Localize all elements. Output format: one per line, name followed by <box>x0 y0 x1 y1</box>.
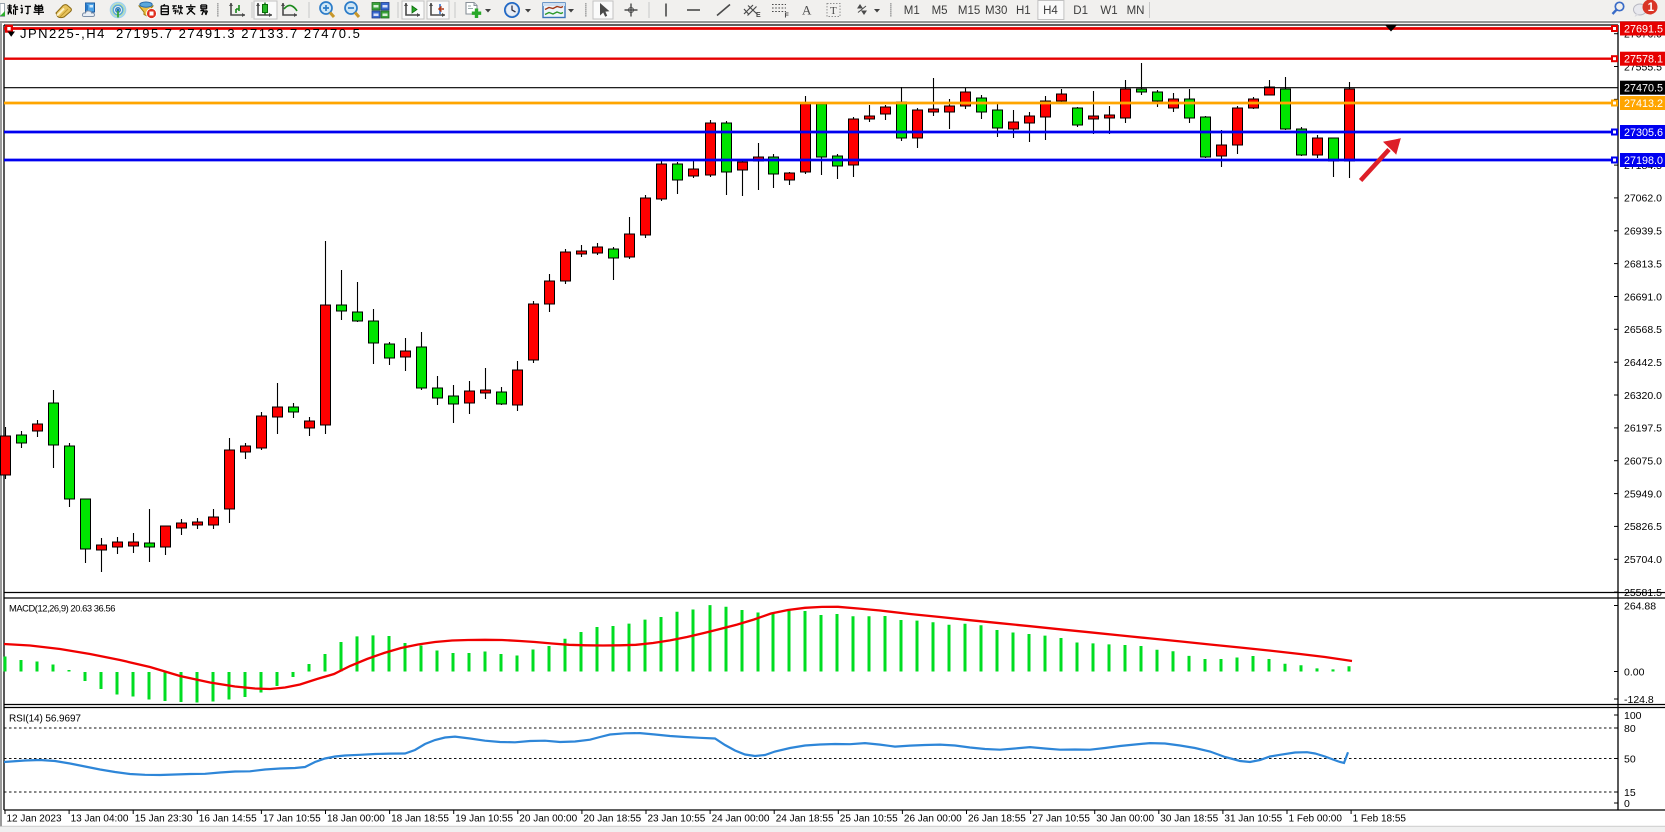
svg-text:25704.0: 25704.0 <box>1624 554 1662 566</box>
svg-text:MACD(12,26,9) 20.63 36.56: MACD(12,26,9) 20.63 36.56 <box>9 603 115 614</box>
svg-text:26691.0: 26691.0 <box>1624 291 1662 303</box>
svg-text:25581.5: 25581.5 <box>1624 587 1662 599</box>
svg-text:20 Jan 00:00: 20 Jan 00:00 <box>519 814 577 825</box>
svg-text:26568.5: 26568.5 <box>1624 324 1662 336</box>
svg-text:1 Feb 00:00: 1 Feb 00:00 <box>1289 814 1343 825</box>
svg-text:W1: W1 <box>1100 5 1117 17</box>
svg-text:0.00: 0.00 <box>1624 666 1645 678</box>
svg-text:26 Jan 00:00: 26 Jan 00:00 <box>904 814 962 825</box>
svg-text:24 Jan 00:00: 24 Jan 00:00 <box>712 814 770 825</box>
svg-text:264.88: 264.88 <box>1624 600 1656 612</box>
svg-text:30 Jan 00:00: 30 Jan 00:00 <box>1096 814 1154 825</box>
svg-text:M15: M15 <box>958 5 980 17</box>
svg-text:1 Feb 18:55: 1 Feb 18:55 <box>1353 814 1407 825</box>
svg-text:D1: D1 <box>1073 5 1088 17</box>
svg-text:50: 50 <box>1624 753 1636 765</box>
svg-text:M30: M30 <box>985 5 1007 17</box>
svg-text:25949.0: 25949.0 <box>1624 488 1662 500</box>
svg-text:26442.5: 26442.5 <box>1624 357 1662 369</box>
svg-text:JPN225-,H4 27195.7 27491.3 27: JPN225-,H4 27195.7 27491.3 27133.7 27470… <box>20 26 361 41</box>
svg-text:T: T <box>830 5 837 17</box>
svg-text:27305.6: 27305.6 <box>1624 127 1663 139</box>
svg-text:27062.0: 27062.0 <box>1624 193 1662 205</box>
svg-text:0: 0 <box>1624 798 1630 810</box>
svg-text:E: E <box>756 12 761 19</box>
svg-text:26197.5: 26197.5 <box>1624 423 1662 435</box>
svg-text:25 Jan 10:55: 25 Jan 10:55 <box>840 814 898 825</box>
svg-text:23 Jan 10:55: 23 Jan 10:55 <box>648 814 706 825</box>
svg-text:19 Jan 10:55: 19 Jan 10:55 <box>455 814 513 825</box>
svg-text:25826.5: 25826.5 <box>1624 521 1662 533</box>
svg-text:16 Jan 14:55: 16 Jan 14:55 <box>199 814 257 825</box>
svg-text:27198.0: 27198.0 <box>1624 155 1663 167</box>
svg-text:26939.5: 26939.5 <box>1624 226 1662 238</box>
svg-text:31 Jan 10:55: 31 Jan 10:55 <box>1224 814 1282 825</box>
svg-text:H1: H1 <box>1016 5 1031 17</box>
svg-text:26320.0: 26320.0 <box>1624 390 1662 402</box>
svg-text:20 Jan 18:55: 20 Jan 18:55 <box>583 814 641 825</box>
svg-text:15: 15 <box>1624 787 1636 799</box>
svg-text:100: 100 <box>1624 710 1642 722</box>
svg-text:13 Jan 04:00: 13 Jan 04:00 <box>71 814 129 825</box>
svg-text:12 Jan 2023: 12 Jan 2023 <box>7 814 62 825</box>
svg-text:H4: H4 <box>1043 5 1058 17</box>
svg-text:27 Jan 10:55: 27 Jan 10:55 <box>1032 814 1090 825</box>
svg-text:27413.2: 27413.2 <box>1624 98 1663 110</box>
svg-text:A: A <box>802 3 812 18</box>
svg-text:18 Jan 00:00: 18 Jan 00:00 <box>327 814 385 825</box>
svg-text:18 Jan 18:55: 18 Jan 18:55 <box>391 814 449 825</box>
svg-text:26075.0: 26075.0 <box>1624 456 1662 468</box>
svg-text:80: 80 <box>1624 723 1636 735</box>
svg-text:24 Jan 18:55: 24 Jan 18:55 <box>776 814 834 825</box>
svg-text:26 Jan 18:55: 26 Jan 18:55 <box>968 814 1026 825</box>
svg-text:RSI(14) 56.9697: RSI(14) 56.9697 <box>9 714 81 725</box>
svg-text:M5: M5 <box>932 5 948 17</box>
svg-text:15 Jan 23:30: 15 Jan 23:30 <box>135 814 193 825</box>
svg-text:MN: MN <box>1127 5 1145 17</box>
svg-text:27691.5: 27691.5 <box>1624 23 1663 35</box>
svg-text:F: F <box>785 13 790 20</box>
svg-text:27470.5: 27470.5 <box>1624 83 1663 95</box>
svg-text:27578.1: 27578.1 <box>1624 54 1663 66</box>
svg-text:M1: M1 <box>904 5 920 17</box>
svg-text:26813.5: 26813.5 <box>1624 258 1662 270</box>
svg-text:17 Jan 10:55: 17 Jan 10:55 <box>263 814 321 825</box>
svg-text:30 Jan 18:55: 30 Jan 18:55 <box>1160 814 1218 825</box>
svg-text:-124.8: -124.8 <box>1624 694 1654 706</box>
svg-text:1: 1 <box>1648 2 1655 14</box>
